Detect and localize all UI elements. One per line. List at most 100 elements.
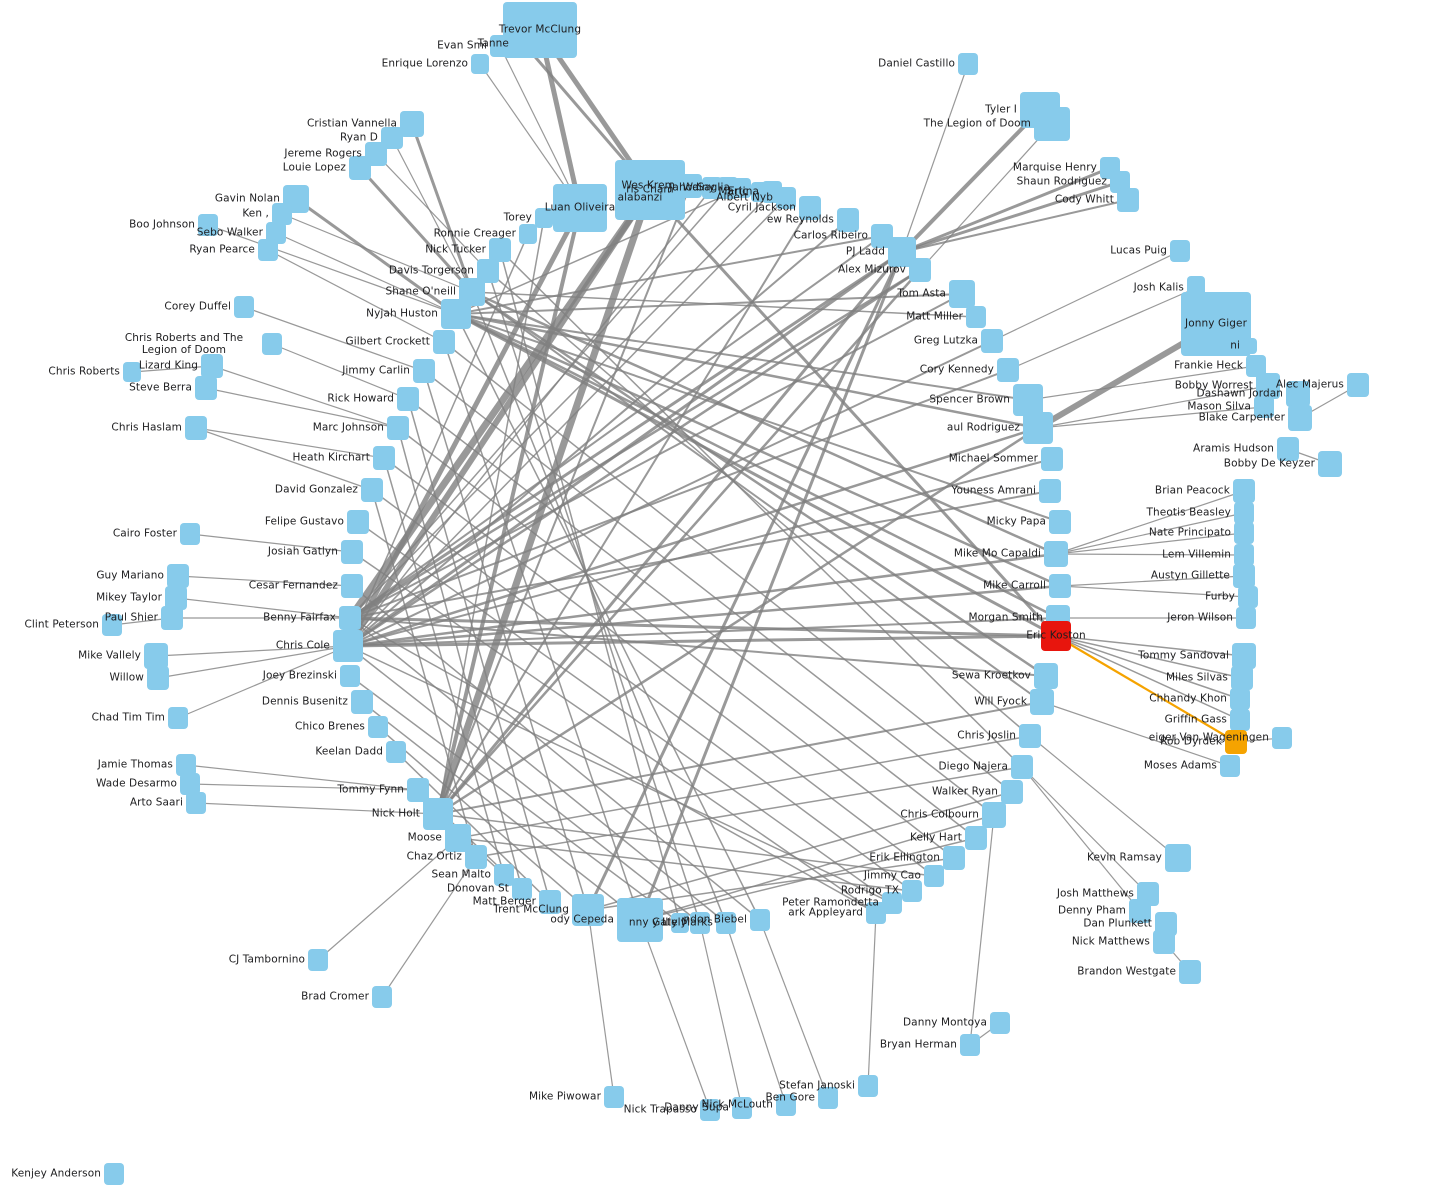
- graph-node-brad-cromer[interactable]: [372, 986, 392, 1008]
- graph-node-mike-carroll[interactable]: [1049, 574, 1071, 598]
- graph-node-sean-malto[interactable]: [494, 864, 514, 886]
- graph-node-paul-rodriguez[interactable]: [1023, 412, 1053, 444]
- graph-node-torey[interactable]: [535, 208, 553, 228]
- graph-node-tanner[interactable]: [512, 32, 536, 56]
- graph-node-bobby-de-keyzer[interactable]: [1318, 451, 1342, 477]
- graph-node-tommy-sandoval[interactable]: [1232, 643, 1256, 669]
- graph-node-moses-adams[interactable]: [1220, 755, 1240, 777]
- graph-node-tommy-fynn[interactable]: [407, 778, 429, 802]
- graph-node-cairo-foster[interactable]: [180, 523, 200, 545]
- graph-node-miles-silvas[interactable]: [1231, 666, 1253, 690]
- graph-node-chris-haslam[interactable]: [185, 416, 207, 440]
- graph-node-ben-gore[interactable]: [818, 1087, 838, 1109]
- graph-node-tom-asta[interactable]: [949, 280, 975, 308]
- graph-node-felipe-gustavo[interactable]: [347, 510, 369, 534]
- graph-node-ty-l[interactable]: [671, 913, 689, 933]
- graph-node-nick-mclouth[interactable]: [776, 1094, 796, 1116]
- graph-node-chris-joslin[interactable]: [1019, 724, 1041, 748]
- graph-node-erik-ellington[interactable]: [943, 846, 965, 870]
- graph-node-matt-berger[interactable]: [539, 890, 561, 914]
- graph-node-louie-lopez[interactable]: [349, 156, 371, 180]
- graph-node-david-gonzalez[interactable]: [361, 478, 383, 502]
- graph-node-keelan-dadd[interactable]: [386, 741, 406, 763]
- graph-node-mike-piwowar[interactable]: [604, 1086, 624, 1108]
- graph-node-jeron-wilson[interactable]: [1236, 607, 1256, 629]
- graph-node-trent-mcclung[interactable]: [572, 894, 604, 926]
- graph-node-dashawn-jordan[interactable]: [1286, 381, 1310, 407]
- graph-node-albert-nyb[interactable]: [776, 187, 796, 209]
- graph-node-danny-gately[interactable]: [690, 912, 710, 934]
- graph-node-lizard-king[interactable]: [201, 354, 223, 378]
- graph-node-eric-koston[interactable]: [1041, 621, 1071, 651]
- graph-node-chris-roberts-legion[interactable]: [262, 333, 282, 355]
- graph-node-rick-howard[interactable]: [397, 387, 419, 411]
- graph-node-arto-saari[interactable]: [186, 792, 206, 814]
- graph-node-mason-silva[interactable]: [1254, 396, 1274, 418]
- graph-node-chris-roberts[interactable]: [123, 362, 141, 382]
- graph-node-chad-tim-tim[interactable]: [168, 707, 188, 729]
- graph-node-chris-cole[interactable]: [333, 630, 363, 662]
- graph-node-mikey-taylor[interactable]: [165, 586, 187, 610]
- graph-node-benny-fairfax[interactable]: [339, 606, 361, 630]
- graph-node-chico-brenes[interactable]: [368, 716, 388, 738]
- graph-node-spencer-brown[interactable]: [1013, 384, 1043, 416]
- graph-node-frankie-heck[interactable]: [1246, 355, 1266, 377]
- graph-node-evan-smith[interactable]: [490, 35, 510, 57]
- graph-node-joey-brezinski[interactable]: [340, 665, 360, 687]
- graph-node-bobby-worrest[interactable]: [1256, 373, 1280, 399]
- graph-node-jimmy-carlin[interactable]: [413, 359, 435, 383]
- graph-node-cody-whitt[interactable]: [1117, 188, 1139, 212]
- graph-node-chris-colbourn[interactable]: [982, 802, 1006, 828]
- graph-node-cyril-jackson[interactable]: [799, 196, 821, 220]
- graph-node-kenjey-anderson[interactable]: [104, 1163, 124, 1185]
- graph-node-galabanzi[interactable]: [625, 183, 655, 213]
- graph-node-mike-mo-capaldi[interactable]: [1044, 541, 1068, 567]
- graph-node-austyn-gillette[interactable]: [1233, 564, 1255, 588]
- graph-node-peter-ramondetta[interactable]: [882, 892, 902, 914]
- graph-node-furby[interactable]: [1238, 586, 1258, 608]
- graph-node-mark-appleyard[interactable]: [866, 902, 886, 924]
- graph-node-theotis-beasley[interactable]: [1234, 502, 1254, 524]
- graph-node-saglia[interactable]: [733, 178, 751, 198]
- graph-node-nick-matthews[interactable]: [1153, 930, 1175, 954]
- graph-node-aramis-hudson[interactable]: [1277, 437, 1299, 461]
- graph-node-ryan-pearce[interactable]: [258, 239, 278, 261]
- graph-node-jahod[interactable]: [702, 177, 722, 199]
- graph-node-will-fyock[interactable]: [1030, 689, 1054, 715]
- graph-node-ni[interactable]: [1243, 338, 1257, 354]
- graph-node-wade-desarmo[interactable]: [180, 773, 200, 795]
- graph-node-davis-torgerson[interactable]: [477, 259, 499, 283]
- graph-node-alex-mizurov[interactable]: [909, 258, 931, 282]
- graph-node-gilbert-crockett[interactable]: [433, 330, 455, 354]
- graph-node-geiger-van-wageningen[interactable]: [1272, 727, 1292, 749]
- graph-node-cristian-vannella[interactable]: [400, 111, 424, 137]
- graph-node-heath-kirchart[interactable]: [373, 446, 395, 470]
- graph-node-nate-principato[interactable]: [1234, 522, 1254, 544]
- graph-node-nick-tucker[interactable]: [489, 238, 511, 262]
- graph-node-brian-peacock[interactable]: [1233, 479, 1255, 503]
- graph-node-jamie-thomas[interactable]: [176, 754, 196, 776]
- graph-node-danny-supa[interactable]: [732, 1097, 752, 1119]
- graph-node-legion-of-doom[interactable]: [1034, 107, 1070, 141]
- graph-node-denny-pham[interactable]: [1129, 899, 1151, 923]
- graph-node-ken[interactable]: [272, 203, 292, 225]
- graph-node-shaun-rodriguez[interactable]: [1110, 171, 1130, 193]
- graph-node-corey-duffel[interactable]: [234, 296, 254, 318]
- graph-node-mike-vallely[interactable]: [144, 643, 168, 669]
- graph-node-danny-montoya[interactable]: [990, 1012, 1010, 1034]
- graph-node-clint-peterson[interactable]: [102, 614, 122, 636]
- graph-node-bryan-herman[interactable]: [960, 1034, 980, 1056]
- graph-node-guy-mariano[interactable]: [167, 564, 189, 588]
- graph-node-youness-amrani[interactable]: [1039, 479, 1061, 503]
- graph-node-josiah-gatlyn[interactable]: [341, 540, 363, 564]
- graph-node-kelly-hart[interactable]: [965, 826, 987, 850]
- graph-node-boo-johnson[interactable]: [198, 214, 218, 236]
- graph-node-lem-villemin[interactable]: [1234, 544, 1254, 566]
- graph-node-lucas-puig[interactable]: [1170, 240, 1190, 262]
- graph-node-marc-johnson[interactable]: [387, 416, 409, 440]
- graph-node-willow[interactable]: [147, 666, 169, 690]
- graph-node-diego-najera[interactable]: [1011, 755, 1033, 779]
- graph-node-stefan-janoski[interactable]: [858, 1075, 878, 1097]
- graph-node-enrique-lorenzo[interactable]: [471, 54, 489, 74]
